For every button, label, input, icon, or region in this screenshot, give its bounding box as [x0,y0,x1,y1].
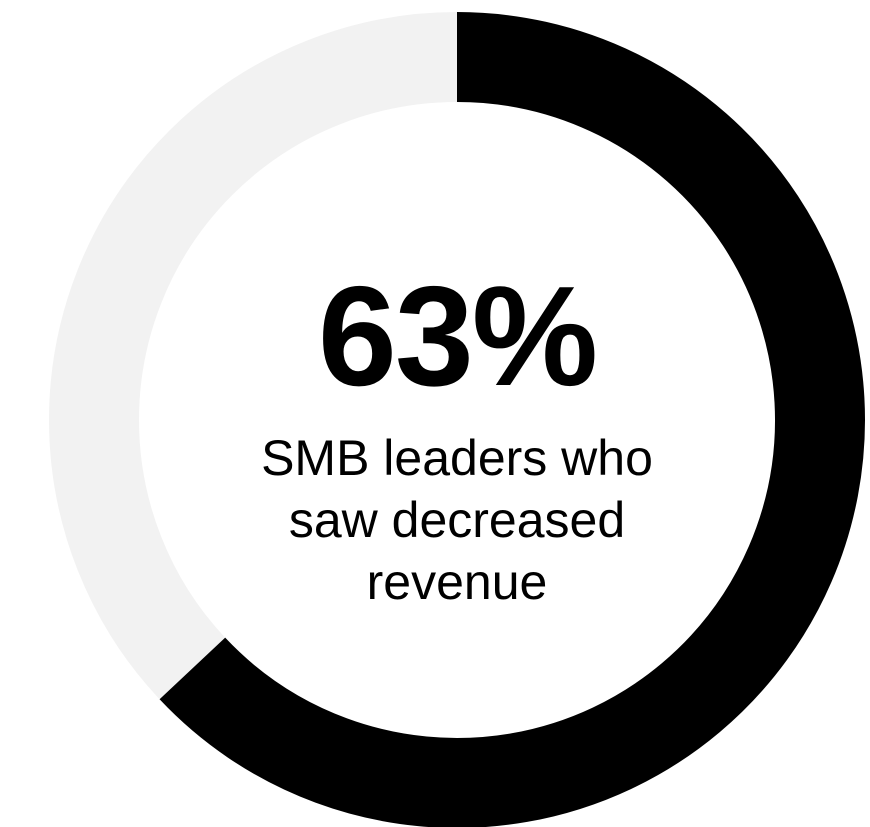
donut-segment [159,12,865,827]
chart-label: SMB leaders who saw decreased revenue [261,430,653,610]
value-label: 63% [317,257,598,416]
